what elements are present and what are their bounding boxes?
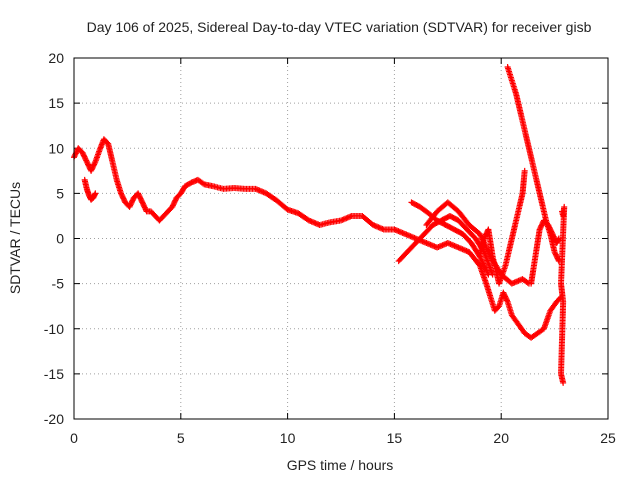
data-point (484, 270, 491, 277)
data-points (71, 64, 568, 386)
data-point (483, 267, 490, 274)
y-tick-label: -20 (44, 411, 64, 427)
x-axis-label: GPS time / hours (287, 457, 394, 473)
y-axis-label: SDTVAR / TECUs (7, 182, 23, 294)
y-tick-label: 0 (56, 231, 64, 247)
data-point (480, 260, 487, 267)
data-point (482, 264, 489, 271)
data-point (92, 190, 99, 197)
y-tick-label: 5 (56, 185, 64, 201)
series-peak-trace (504, 64, 562, 265)
series-rise-branch (476, 167, 528, 287)
data-point (481, 263, 488, 270)
y-tick-label: -5 (52, 276, 65, 292)
series-mid-branch (395, 212, 496, 278)
x-tick-label: 10 (280, 430, 296, 446)
data-point (521, 167, 528, 174)
y-tick-label: 20 (48, 50, 64, 66)
data-point (479, 259, 486, 266)
data-point (478, 257, 485, 264)
data-point (200, 180, 207, 187)
x-tick-label: 25 (600, 430, 616, 446)
y-tick-label: 10 (48, 140, 64, 156)
data-point (524, 279, 531, 286)
grid (74, 58, 608, 419)
x-tick-label: 20 (493, 430, 509, 446)
data-point (485, 271, 492, 278)
data-point (478, 256, 485, 263)
plot-frame (73, 57, 609, 420)
x-tick-label: 0 (70, 430, 78, 446)
chart-title: Day 106 of 2025, Sidereal Day-to-day VTE… (87, 19, 592, 35)
y-tick-label: 15 (48, 95, 64, 111)
series-late-branch (528, 217, 562, 287)
series-end-fragments (558, 203, 568, 386)
data-point (480, 261, 487, 268)
data-point (560, 379, 567, 386)
axis-ticks: 0 5 10 15 20 25 20 15 10 5 0 -5 -10 -15 -20 (44, 50, 616, 446)
data-point (503, 297, 510, 304)
data-point (482, 266, 489, 273)
x-tick-label: 5 (177, 430, 185, 446)
data-point (484, 268, 491, 275)
series-early-dip (81, 176, 99, 203)
y-tick-label: -15 (44, 366, 64, 382)
series-main-trace (71, 136, 565, 341)
x-tick-label: 15 (387, 430, 403, 446)
y-tick-label: -10 (44, 321, 64, 337)
data-point (91, 160, 98, 167)
